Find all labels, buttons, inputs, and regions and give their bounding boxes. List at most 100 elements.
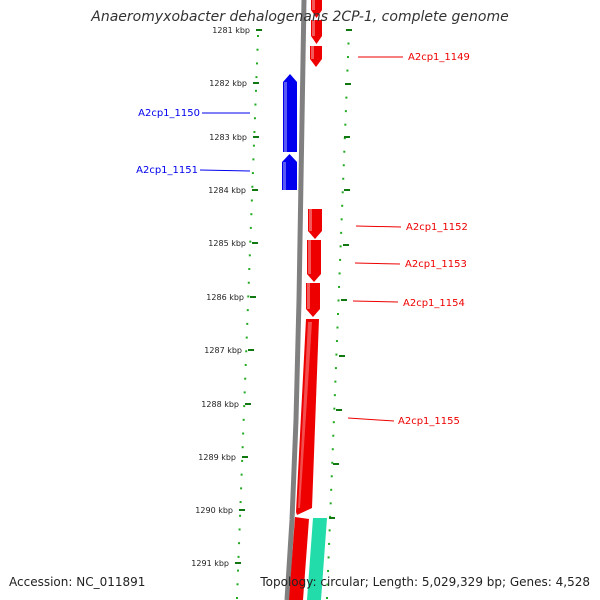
- gene-a2cp1-1149-part-shine: [312, 0, 315, 10]
- inner-guide-dot: [247, 281, 250, 284]
- inner-guide-dot: [240, 473, 243, 476]
- outer-guide-dot: [347, 42, 350, 45]
- gene-a2cp1-1151-shine: [283, 162, 286, 190]
- ruler-tick-label: 1291 kbp: [191, 559, 229, 568]
- gene-leader-line: [355, 225, 402, 228]
- inner-guide-dot: [251, 185, 254, 188]
- gene-labels: A2cp1_1149 A2cp1_1150 A2cp1_1151 A2cp1_1152…: [136, 52, 470, 427]
- gene-a2cp1-1149-part: [311, 20, 322, 44]
- outer-guide-dot: [340, 231, 343, 234]
- outer-guide-dot: [327, 569, 330, 572]
- inner-guide-dot: [238, 542, 241, 545]
- outer-guide-dot: [331, 461, 334, 464]
- inner-guide-dot: [248, 268, 251, 271]
- outer-guide-dot: [332, 421, 335, 424]
- inner-guide-dot: [245, 336, 248, 339]
- inner-guide-dot: [242, 432, 245, 435]
- outer-guide-dot: [344, 123, 347, 126]
- inner-guide-dot: [257, 35, 259, 37]
- inner-guide-dot: [241, 446, 244, 449]
- gene-a2cp1-1152-shine: [309, 209, 312, 231]
- kbp-ruler: 1281 kbp 1282 kbp 1283 kbp 1284 kbp 1285 kbp…: [191, 26, 262, 568]
- inner-guide-dot: [255, 76, 258, 79]
- inner-guide-dot: [254, 89, 257, 92]
- outer-guide-dot: [328, 542, 331, 545]
- inner-guide-dot: [253, 130, 256, 133]
- inner-guide-dot: [256, 48, 259, 51]
- gene-label: A2cp1_1149: [408, 52, 470, 63]
- gene-a2cp1-1150: [283, 74, 297, 152]
- gene-a2cp1-1153: [307, 240, 321, 282]
- outer-guide-dot: [344, 110, 347, 113]
- outer-guide-dot: [342, 164, 345, 167]
- inner-guide-dot: [249, 240, 252, 243]
- backbone-line: [284, 0, 307, 600]
- inner-guide-dot: [250, 199, 253, 202]
- gene-feature-bottom-teal: [307, 518, 327, 600]
- ruler-tick-label: 1284 kbp: [208, 186, 246, 195]
- outer-guide-dot: [333, 394, 336, 397]
- inner-guide-dot: [250, 213, 253, 216]
- gene-leader-line: [347, 417, 395, 422]
- inner-guide-dot: [241, 459, 244, 462]
- outer-guide-dot: [343, 150, 346, 153]
- gene-a2cp1-1155-shine: [298, 322, 312, 508]
- outer-guide-dot: [326, 597, 328, 599]
- outer-guide-dot: [333, 407, 336, 410]
- outer-guide-dot: [332, 434, 335, 437]
- inner-guide-dot: [243, 405, 246, 408]
- gene-a2cp1-1151: [282, 154, 297, 190]
- inner-guide-dot: [237, 555, 240, 558]
- outer-guide-dot: [339, 258, 342, 261]
- inner-guide-dot: [245, 350, 248, 353]
- gene-a2cp1-1150-shine: [284, 82, 287, 152]
- outer-guide-dot: [341, 191, 344, 194]
- gene-leader-line: [199, 169, 251, 172]
- inner-guide-dot: [252, 144, 255, 147]
- ruler-tick-label: 1282 kbp: [209, 79, 247, 88]
- gene-a2cp1-1149: [310, 46, 322, 67]
- outer-guide-dot: [338, 285, 341, 288]
- gene-a2cp1-1153-shine: [308, 240, 311, 274]
- inner-guide-dot: [254, 103, 257, 106]
- inner-guide-dot: [243, 391, 246, 394]
- gene-label: A2cp1_1150: [138, 108, 200, 119]
- backbone: [284, 0, 307, 600]
- inner-guide-dot: [249, 226, 252, 229]
- inner-guide-dot: [246, 322, 249, 325]
- gene-a2cp1-1149-part-shine: [312, 20, 315, 36]
- inner-guide-dot: [253, 117, 256, 120]
- inner-guide-dot: [244, 377, 247, 380]
- outer-guide-dot: [346, 56, 349, 59]
- outer-guide-dot: [335, 353, 338, 356]
- ruler-tick-label: 1288 kbp: [201, 400, 239, 409]
- gene-a2cp1-1149-shine: [311, 46, 314, 59]
- outer-guide-dot: [330, 475, 333, 478]
- gene-leader-line: [352, 300, 399, 303]
- outer-guide-dot: [343, 137, 346, 140]
- outer-guide-dot: [329, 502, 332, 505]
- outer-guide-dot: [331, 448, 334, 451]
- gene-label: A2cp1_1151: [136, 165, 198, 176]
- outer-guide-dot: [340, 218, 343, 221]
- inner-guide-dot: [239, 514, 242, 517]
- gene-a2cp1-1152: [308, 209, 322, 239]
- gene-label: A2cp1_1155: [398, 416, 460, 427]
- inner-guide-dot: [240, 487, 243, 490]
- inner-guide-dot: [246, 309, 249, 312]
- gene-feature-bottom-red: [289, 517, 309, 600]
- outer-guide-dot: [327, 556, 330, 559]
- dotted-guides: [236, 29, 352, 599]
- ruler-tick-label: 1281 kbp: [212, 26, 250, 35]
- inner-guide-dot: [238, 528, 241, 531]
- gene-label: A2cp1_1154: [403, 298, 465, 309]
- inner-guide-dot: [239, 501, 242, 504]
- outer-guide-dot: [335, 340, 338, 343]
- inner-guide-dot: [252, 158, 255, 161]
- gene-features: [282, 0, 327, 600]
- outer-guide-dot: [334, 380, 337, 383]
- topology-info: Topology: circular; Length: 5,029,329 bp…: [260, 575, 590, 589]
- gene-leader-line: [354, 262, 401, 265]
- ruler-tick-label: 1285 kbp: [208, 239, 246, 248]
- outer-guide-dot: [326, 583, 329, 586]
